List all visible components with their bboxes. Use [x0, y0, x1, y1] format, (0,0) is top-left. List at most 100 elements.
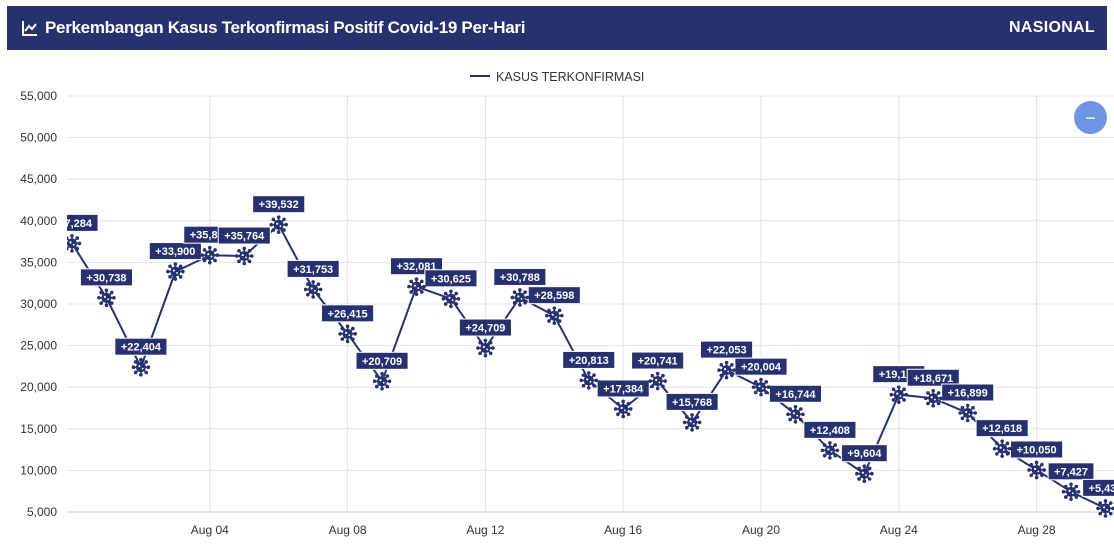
data-label-text: +7,427: [1054, 466, 1088, 478]
data-point-marker[interactable]: [510, 288, 530, 307]
data-label-text: +12,618: [982, 423, 1022, 435]
data-point-marker[interactable]: [682, 413, 702, 432]
data-label: +16,744: [768, 384, 823, 403]
data-label: +33,900: [148, 242, 202, 261]
data-point-marker[interactable]: [200, 245, 220, 265]
data-label: +20,813: [562, 350, 616, 369]
y-tick-label: 40,000: [20, 214, 57, 228]
data-label: +26,415: [321, 304, 375, 323]
data-label-text: +10,050: [1017, 444, 1057, 456]
data-label: +30,788: [493, 267, 547, 286]
data-point-marker[interactable]: [923, 388, 943, 408]
data-label-text: +20,741: [638, 356, 678, 368]
data-point-marker[interactable]: [820, 441, 840, 460]
data-label: +35,764: [217, 226, 271, 245]
data-label-text: +20,709: [362, 356, 402, 368]
data-label: +12,408: [803, 420, 857, 439]
data-point-marker[interactable]: [338, 324, 357, 344]
data-label: +15,768: [665, 392, 719, 411]
plot-area: +37,284+30,738+22,404+33,900+35,867+35,7…: [63, 195, 1114, 518]
legend-label: KASUS TERKONFIRMASI: [496, 70, 644, 84]
data-label-text: +24,709: [465, 323, 505, 335]
x-tick-label: Aug 28: [1018, 523, 1056, 537]
data-point-marker[interactable]: [269, 215, 288, 234]
data-label-text: +28,598: [534, 290, 574, 302]
data-label: +12,618: [975, 419, 1029, 438]
data-point-marker[interactable]: [545, 306, 564, 325]
data-label-text: +26,415: [328, 308, 368, 320]
line-chart-icon: [21, 19, 39, 37]
data-label-text: +39,532: [259, 199, 299, 211]
data-markers: [63, 215, 1114, 518]
data-point-marker[interactable]: [441, 289, 461, 309]
x-tick-label: Aug 20: [742, 523, 780, 537]
y-tick-label: 55,000: [20, 89, 57, 103]
y-tick-label: 50,000: [20, 131, 57, 145]
data-point-marker[interactable]: [1061, 482, 1081, 502]
data-label: +20,004: [734, 357, 788, 376]
data-label-text: +16,744: [775, 389, 816, 401]
data-point-marker[interactable]: [131, 357, 151, 377]
y-tick-label: 45,000: [20, 172, 57, 186]
minus-icon: −: [1085, 107, 1096, 128]
x-tick-label: Aug 24: [880, 523, 918, 537]
data-point-marker[interactable]: [855, 464, 874, 483]
data-point-marker[interactable]: [717, 360, 736, 380]
data-point-marker[interactable]: [889, 385, 909, 404]
data-label: +9,604: [840, 444, 888, 463]
data-point-marker[interactable]: [648, 371, 667, 391]
data-label-text: +22,053: [707, 345, 747, 357]
region-badge: NASIONAL: [1009, 19, 1095, 36]
chart-title: Perkembangan Kasus Terkonfirmasi Positif…: [45, 18, 526, 37]
data-label: +20,741: [631, 351, 685, 370]
x-tick-label: Aug 08: [329, 523, 367, 537]
zoom-out-button[interactable]: −: [1074, 101, 1107, 134]
data-label-text: +18,671: [913, 373, 953, 385]
data-point-marker[interactable]: [1096, 499, 1114, 518]
data-label-text: +30,788: [500, 272, 540, 284]
y-tick-label: 25,000: [20, 339, 57, 353]
data-point-marker[interactable]: [407, 277, 426, 296]
chart-header: Perkembangan Kasus Terkonfirmasi Positif…: [7, 6, 1107, 50]
data-label-text: +35,764: [224, 231, 265, 243]
data-label: +18,671: [906, 368, 960, 387]
data-label: +22,404: [114, 337, 168, 356]
x-tick-label: Aug 04: [191, 523, 229, 537]
data-point-marker[interactable]: [1027, 460, 1046, 480]
data-label-text: +17,384: [603, 383, 644, 395]
x-tick-label: Aug 16: [604, 523, 642, 537]
y-tick-label: 35,000: [20, 255, 57, 269]
data-point-marker[interactable]: [234, 246, 254, 266]
data-point-marker[interactable]: [166, 262, 185, 281]
data-label: +17,384: [596, 379, 650, 398]
data-labels: +37,284+30,738+22,404+33,900+35,867+35,7…: [67, 195, 1114, 497]
data-label: +5,436: [1082, 478, 1114, 497]
data-label-text: +22,404: [121, 342, 162, 354]
data-label: +39,532: [252, 195, 306, 214]
line-chart: 5,000 10,000 15,000 20,000 25,000 30,000 35,00…: [20, 70, 1114, 537]
x-tick-label: Aug 12: [466, 523, 504, 537]
data-point-marker[interactable]: [303, 280, 323, 299]
data-label: +20,709: [355, 351, 409, 370]
data-label: +37,284: [67, 213, 99, 232]
y-tick-label: 15,000: [20, 422, 57, 436]
legend[interactable]: KASUS TERKONFIRMASI: [470, 70, 644, 84]
data-label-text: +20,004: [741, 362, 782, 374]
data-point-marker[interactable]: [992, 439, 1012, 458]
data-label-text: +5,436: [1089, 483, 1114, 495]
data-point-marker[interactable]: [613, 399, 633, 419]
data-label: +30,738: [79, 268, 133, 287]
data-point-marker[interactable]: [579, 371, 599, 390]
data-point-marker[interactable]: [63, 234, 82, 253]
data-label: +31,753: [286, 259, 340, 278]
data-point-marker[interactable]: [958, 403, 977, 423]
data-point-marker[interactable]: [751, 377, 771, 397]
data-label: +7,427: [1047, 462, 1095, 481]
data-point-marker[interactable]: [372, 372, 392, 391]
data-point-marker[interactable]: [786, 404, 805, 424]
data-point-marker[interactable]: [97, 288, 116, 308]
y-tick-label: 20,000: [20, 380, 57, 394]
data-point-marker[interactable]: [476, 338, 495, 358]
data-label-text: +9,604: [847, 448, 882, 460]
y-tick-label: 10,000: [20, 463, 57, 477]
